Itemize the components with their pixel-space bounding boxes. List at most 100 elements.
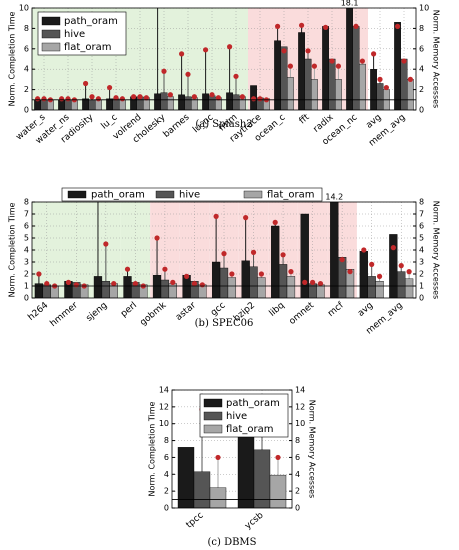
marker xyxy=(89,94,95,100)
legend-label: path_oram xyxy=(226,398,280,409)
bar xyxy=(42,284,51,298)
x-tick-label: fft xyxy=(298,112,312,126)
legend-swatch xyxy=(41,42,61,52)
caption-label: (b) xyxy=(195,318,209,329)
y-tick-label: 8 xyxy=(24,24,29,33)
bar xyxy=(352,26,360,110)
y2-tick-label: 8 xyxy=(295,436,300,445)
y-tick-label: 10 xyxy=(159,419,169,428)
bar xyxy=(359,250,368,298)
x-tick-label: barnes xyxy=(162,112,192,140)
y-tick-label: 5 xyxy=(24,234,29,243)
marker xyxy=(335,63,341,69)
x-tick-label: omnet xyxy=(287,300,316,327)
bar xyxy=(330,202,339,298)
bar xyxy=(166,96,174,110)
frame xyxy=(31,7,417,111)
y2-tick-label: 8 xyxy=(419,198,424,207)
x-tick-label: mcf xyxy=(326,300,346,319)
marker xyxy=(95,96,101,102)
marker xyxy=(233,73,239,79)
bar xyxy=(367,276,376,298)
bar xyxy=(389,234,398,298)
marker xyxy=(339,257,345,263)
caption-text: DBMS xyxy=(224,537,257,548)
bar xyxy=(202,93,209,110)
marker xyxy=(215,95,221,101)
marker xyxy=(113,95,119,101)
y-tick-label: 14 xyxy=(159,386,169,395)
bar xyxy=(177,447,195,508)
frame xyxy=(171,389,293,509)
marker xyxy=(44,281,50,287)
marker xyxy=(170,279,176,285)
y-tick-label: 8 xyxy=(24,198,29,207)
bar xyxy=(93,276,103,298)
bar xyxy=(304,58,312,110)
y2-tick-label: 4 xyxy=(295,470,300,479)
caption: (c) DBMS xyxy=(207,537,256,548)
marker xyxy=(35,96,41,102)
marker xyxy=(65,279,72,285)
bar xyxy=(394,22,401,110)
bar xyxy=(335,79,342,110)
x-tick-label: tpcc xyxy=(184,511,205,531)
bar xyxy=(400,58,408,110)
bar xyxy=(370,68,377,110)
y2-tick-label: 1 xyxy=(419,282,424,291)
marker xyxy=(317,281,324,287)
legend: path_oram hive flat_oram xyxy=(61,187,323,202)
marker xyxy=(83,80,89,87)
y2-tick-label: 12 xyxy=(295,402,305,411)
bar xyxy=(249,266,258,298)
caption: (b) SPEC06 xyxy=(195,318,254,329)
bar xyxy=(211,261,221,298)
marker xyxy=(215,454,221,461)
marker xyxy=(124,266,131,272)
marker xyxy=(154,235,160,241)
marker xyxy=(162,266,168,272)
marker xyxy=(353,23,359,29)
bar xyxy=(184,96,192,110)
y-tick-label: 4 xyxy=(164,470,169,479)
marker xyxy=(161,68,167,74)
bar xyxy=(375,281,384,298)
marker xyxy=(406,269,412,275)
bar xyxy=(300,213,309,298)
marker xyxy=(251,96,257,102)
bar xyxy=(178,94,185,110)
caption-label: (a) xyxy=(195,119,209,130)
marker xyxy=(257,96,263,102)
marker xyxy=(111,281,117,287)
marker xyxy=(213,213,219,219)
bar xyxy=(271,225,280,298)
y2-tick-label: 10 xyxy=(419,4,429,13)
y-tick-label: 0 xyxy=(24,294,29,303)
bar xyxy=(227,277,237,298)
y-tick-label: 0 xyxy=(24,106,29,115)
marker xyxy=(361,247,367,253)
marker xyxy=(377,76,383,82)
y-tick-label: 7 xyxy=(24,210,29,219)
legend-label: hive xyxy=(64,29,85,40)
caption-text: SPEC06 xyxy=(212,318,253,329)
x-tick-label: gobmk xyxy=(138,300,169,328)
marker xyxy=(395,23,401,29)
marker xyxy=(103,241,109,247)
marker xyxy=(407,76,413,82)
marker xyxy=(191,281,198,287)
marker xyxy=(272,219,278,225)
legend-label: flat_oram xyxy=(267,190,314,201)
x-tick-label: perl xyxy=(119,301,139,320)
legend-swatch xyxy=(155,190,175,199)
legend-swatch xyxy=(203,411,223,421)
y-axis-label: Norm. Completion Time xyxy=(148,402,157,497)
y2-tick-label: 4 xyxy=(419,246,424,255)
y2-tick-label: 6 xyxy=(419,44,424,53)
marker xyxy=(203,47,209,53)
bar xyxy=(359,63,366,110)
y2-tick-label: 4 xyxy=(419,65,424,74)
marker xyxy=(107,84,113,91)
y2-tick-label: 3 xyxy=(419,258,424,267)
bar xyxy=(219,267,229,298)
